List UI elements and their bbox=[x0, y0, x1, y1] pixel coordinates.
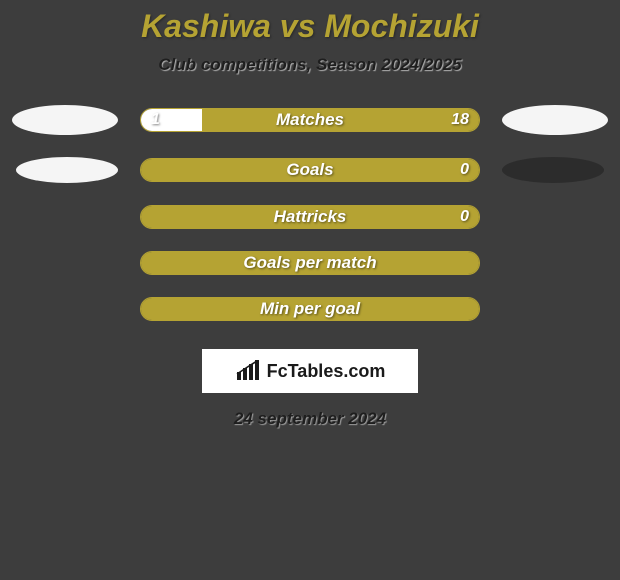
chart-icon bbox=[235, 360, 263, 382]
stat-row: Matches118 bbox=[12, 105, 608, 135]
bar-fill-right bbox=[141, 298, 479, 320]
date-text: 24 september 2024 bbox=[234, 409, 386, 429]
stat-bar: Goals0 bbox=[140, 158, 480, 182]
bar-fill-right bbox=[141, 206, 479, 228]
bar-fill-left bbox=[141, 109, 202, 131]
stat-row: Min per goal bbox=[12, 297, 608, 321]
stat-bar: Goals per match bbox=[140, 251, 480, 275]
team-right-marker bbox=[502, 105, 608, 135]
brand-logo[interactable]: FcTables.com bbox=[202, 349, 418, 393]
team-left-marker bbox=[12, 105, 118, 135]
stat-bar: Hattricks0 bbox=[140, 205, 480, 229]
stat-rows: Matches118 Goals0 Hattricks0 Goals per matc… bbox=[12, 105, 608, 343]
page-title: Kashiwa vs Mochizuki bbox=[141, 8, 479, 45]
stat-row: Hattricks0 bbox=[12, 205, 608, 229]
comparison-widget: Kashiwa vs Mochizuki Club competitions, … bbox=[0, 0, 620, 580]
bar-fill-right bbox=[141, 252, 479, 274]
stat-bar: Matches118 bbox=[140, 108, 480, 132]
bar-fill-right bbox=[141, 159, 479, 181]
team-left-marker bbox=[16, 157, 118, 183]
team-right-marker bbox=[502, 157, 604, 183]
stat-bar: Min per goal bbox=[140, 297, 480, 321]
stat-row: Goals per match bbox=[12, 251, 608, 275]
stat-row: Goals0 bbox=[12, 157, 608, 183]
brand-text: FcTables.com bbox=[267, 361, 386, 382]
bar-fill-right bbox=[202, 109, 479, 131]
page-subtitle: Club competitions, Season 2024/2025 bbox=[158, 55, 461, 75]
